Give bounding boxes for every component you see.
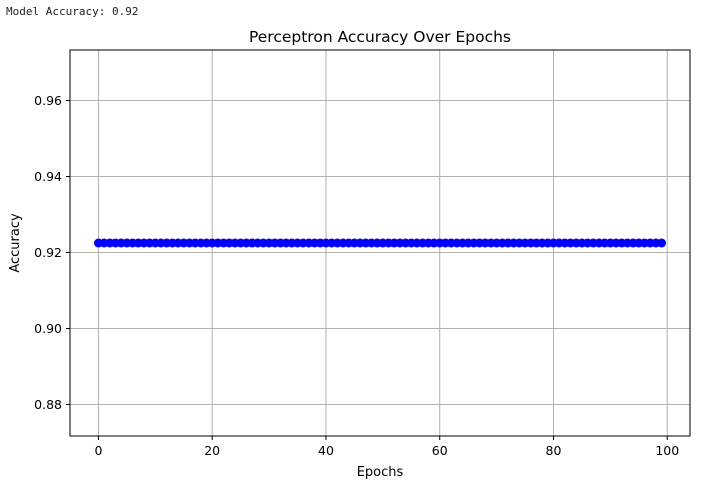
chart-title: Perceptron Accuracy Over Epochs bbox=[249, 28, 511, 46]
y-tick-label: 0.88 bbox=[34, 397, 62, 412]
plot-frame bbox=[69, 49, 691, 437]
y-tick-label: 0.96 bbox=[34, 93, 62, 108]
y-tick-label: 0.92 bbox=[34, 245, 62, 260]
x-tick-label: 100 bbox=[655, 443, 679, 458]
x-tick-label: 60 bbox=[432, 443, 448, 458]
y-tick-label: 0.94 bbox=[34, 169, 62, 184]
x-tick-label: 80 bbox=[546, 443, 562, 458]
data-point bbox=[657, 238, 667, 248]
x-tick-label: 40 bbox=[318, 443, 334, 458]
y-tick-label: 0.90 bbox=[34, 321, 62, 336]
x-tick-label: 20 bbox=[204, 443, 220, 458]
console-output: Model Accuracy: 0.92 bbox=[6, 5, 139, 18]
axis-ticks: 0 20 40 60 80 100 0.88 0.90 0.92 0.94 0.96 bbox=[34, 93, 679, 458]
y-axis-label: Accuracy bbox=[8, 213, 23, 273]
series-line bbox=[93, 238, 667, 248]
x-tick-label: 0 bbox=[94, 443, 102, 458]
x-axis-label: Epochs bbox=[357, 465, 404, 480]
